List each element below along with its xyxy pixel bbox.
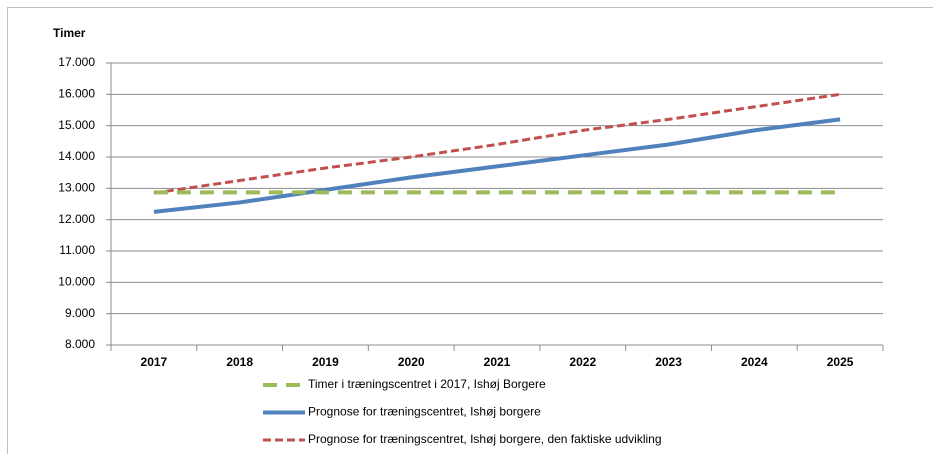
x-tick-label: 2018 (226, 355, 253, 369)
y-tick-label: 13.000 (58, 181, 95, 195)
legend-label: Prognose for træningscentret, Ishøj borg… (308, 432, 662, 446)
series-line (154, 94, 840, 193)
series-line (154, 119, 840, 211)
y-axis-label: Timer (53, 26, 86, 40)
x-tick-label: 2017 (141, 355, 168, 369)
y-tick-label: 12.000 (58, 212, 95, 226)
x-tick-label: 2022 (569, 355, 596, 369)
y-tick-label: 8.000 (65, 337, 95, 351)
x-tick-label: 2023 (655, 355, 682, 369)
y-tick-label: 16.000 (58, 87, 95, 101)
x-tick-label: 2019 (312, 355, 339, 369)
y-tick-label: 15.000 (58, 118, 95, 132)
y-tick-label: 9.000 (65, 306, 95, 320)
x-tick-label: 2020 (398, 355, 425, 369)
y-tick-label: 14.000 (58, 149, 95, 163)
x-tick-label: 2021 (484, 355, 511, 369)
legend-label: Prognose for træningscentret, Ishøj borg… (308, 405, 541, 419)
y-tick-label: 10.000 (58, 275, 95, 289)
x-tick-label: 2024 (741, 355, 768, 369)
legend-label: Timer i træningscentret i 2017, Ishøj Bo… (308, 377, 546, 391)
x-tick-label: 2025 (827, 355, 854, 369)
y-tick-label: 17.000 (58, 55, 95, 69)
y-tick-label: 11.000 (59, 243, 95, 257)
